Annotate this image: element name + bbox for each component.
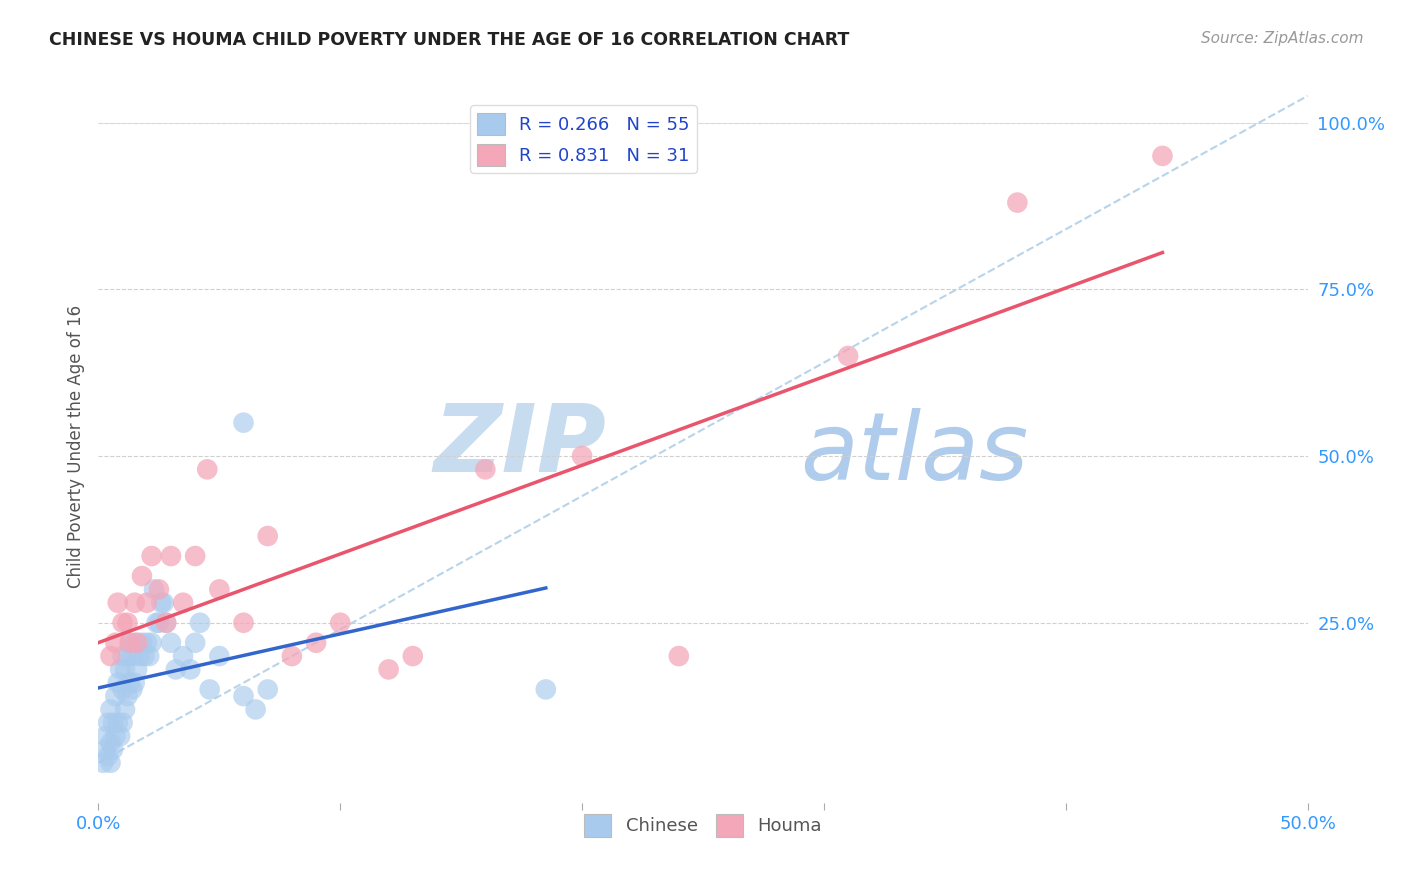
Point [131,569,153,583]
Point [160,549,183,563]
Point [148,582,170,597]
Point [256,529,278,543]
Point [402,649,425,664]
Point [155,615,177,630]
Point [329,615,352,630]
Point [188,615,211,630]
Point [100,736,122,750]
Point [108,662,131,676]
Point [104,636,127,650]
Point [117,689,139,703]
Point [100,756,122,770]
Point [118,636,141,650]
Point [1007,195,1029,210]
Point [127,636,149,650]
Point [107,715,129,730]
Point [124,675,146,690]
Legend: Chinese, Houma: Chinese, Houma [576,807,830,844]
Point [111,715,134,730]
Point [138,649,160,664]
Text: CHINESE VS HOUMA CHILD POVERTY UNDER THE AGE OF 16 CORRELATION CHART: CHINESE VS HOUMA CHILD POVERTY UNDER THE… [49,31,849,49]
Point [172,596,194,610]
Point [134,649,156,664]
Point [107,596,129,610]
Point [100,702,122,716]
Point [97,749,120,764]
Point [111,682,134,697]
Point [143,582,166,597]
Point [160,636,183,650]
Point [107,675,129,690]
Point [131,636,153,650]
Point [141,549,163,563]
Y-axis label: Child Poverty Under the Age of 16: Child Poverty Under the Age of 16 [66,304,84,588]
Point [121,649,143,664]
Point [104,729,127,743]
Point [198,682,221,697]
Point [128,649,150,664]
Text: atlas: atlas [800,408,1028,499]
Point [108,729,131,743]
Point [256,682,278,697]
Point [135,636,157,650]
Point [305,636,328,650]
Point [152,596,174,610]
Point [150,596,173,610]
Point [232,615,254,630]
Point [118,675,141,690]
Point [208,649,231,664]
Point [668,649,690,664]
Text: Source: ZipAtlas.com: Source: ZipAtlas.com [1201,31,1364,46]
Point [101,742,124,756]
Point [534,682,557,697]
Point [148,615,170,630]
Text: ZIP: ZIP [433,400,606,492]
Point [184,549,207,563]
Point [100,649,122,664]
Point [281,649,304,664]
Point [155,615,177,630]
Point [135,596,157,610]
Point [245,702,267,716]
Point [94,729,117,743]
Point [172,649,194,664]
Point [141,636,163,650]
Point [184,636,207,650]
Point [474,462,496,476]
Point [571,449,593,463]
Point [117,615,139,630]
Point [111,649,134,664]
Point [165,662,187,676]
Point [124,636,146,650]
Point [111,615,134,630]
Point [94,742,117,756]
Point [117,649,139,664]
Point [232,689,254,703]
Point [118,636,141,650]
Point [377,662,399,676]
Point [232,416,254,430]
Point [124,596,146,610]
Point [97,715,120,730]
Point [104,689,127,703]
Point [1152,149,1174,163]
Point [91,756,114,770]
Point [208,582,231,597]
Point [114,702,136,716]
Point [195,462,218,476]
Point [121,682,143,697]
Point [127,662,149,676]
Point [179,662,201,676]
Point [145,615,167,630]
Point [837,349,859,363]
Point [114,662,136,676]
Point [101,715,124,730]
